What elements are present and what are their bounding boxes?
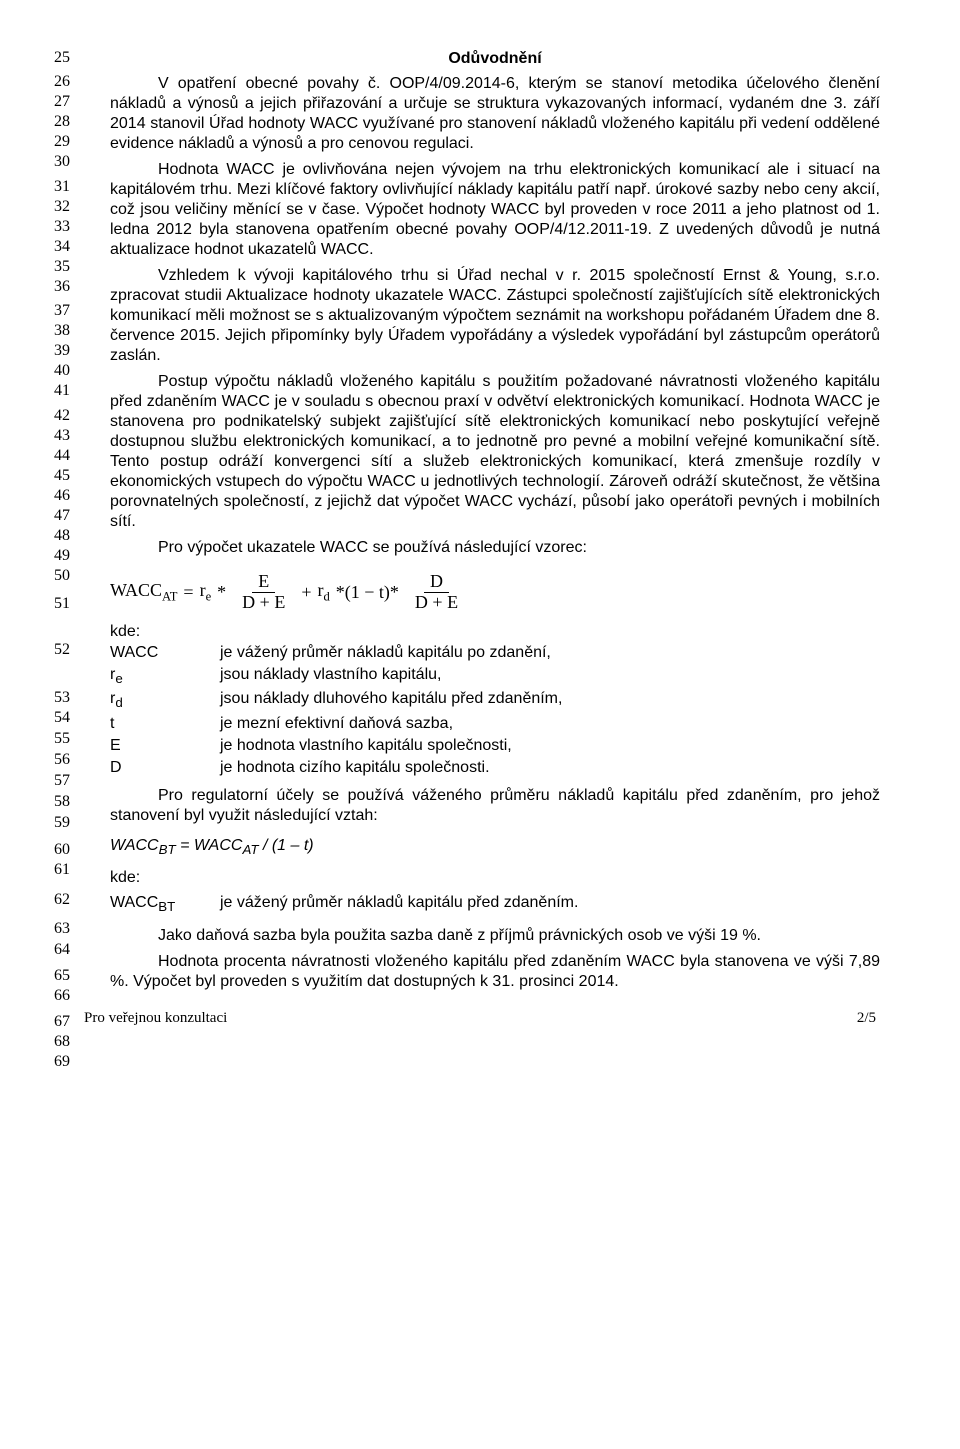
definition-text: je vážený průměr nákladů kapitálu po zda… (220, 643, 880, 663)
definition-row: WACCBT je vážený průměr nákladů kapitálu… (110, 893, 880, 916)
line-number: 49 (40, 548, 70, 564)
definition-text: jsou náklady dluhového kapitálu před zda… (220, 689, 880, 712)
paragraph: Hodnota WACC je ovlivňována nejen vývoje… (110, 160, 880, 260)
line-number: 61 (40, 862, 70, 878)
kde-label-2: kde: (110, 869, 880, 887)
definition-row: WACCje vážený průměr nákladů kapitálu po… (110, 643, 880, 663)
line-number: 38 (40, 323, 70, 339)
line-number: 31 (40, 179, 70, 195)
line-number: 41 (40, 383, 70, 399)
line-number: 54 (40, 710, 70, 726)
definitions-block: kde: WACCje vážený průměr nákladů kapitá… (110, 623, 880, 779)
formula-lhs: WACCAT (110, 580, 177, 605)
line-number: 37 (40, 303, 70, 319)
line-number: 48 (40, 528, 70, 544)
definition-symbol: WACC (110, 643, 220, 663)
line-number: 29 (40, 134, 70, 150)
formula-star: * (217, 582, 226, 603)
line-number: 39 (40, 343, 70, 359)
line-number: 52 (40, 642, 70, 658)
definition-symbol: D (110, 758, 220, 778)
line-number: 59 (40, 815, 70, 831)
line-number: 58 (40, 794, 70, 810)
wacc-bt-formula: WACCBT = WACCAT / (1 – t) (110, 836, 880, 859)
section-title: Odůvodnění (110, 50, 880, 68)
line-number: 45 (40, 468, 70, 484)
paragraph: Jako daňová sazba byla použita sazba dan… (110, 926, 880, 946)
line-number: 30 (40, 154, 70, 170)
wacc-formula: WACCAT = re * E D + E + rd *(1 − t)* D D… (110, 572, 880, 613)
formula-frac2: D D + E (409, 572, 464, 613)
line-number: 62 (40, 892, 70, 908)
line-number: 55 (40, 731, 70, 747)
definition-row: rejsou náklady vlastního kapitálu, (110, 665, 880, 688)
paragraph: Hodnota procenta návratnosti vloženého k… (110, 952, 880, 992)
line-number: 51 (40, 596, 70, 612)
line-number: 68 (40, 1034, 70, 1050)
definition-symbol: E (110, 736, 220, 756)
line-number: 40 (40, 363, 70, 379)
definition-text: je vážený průměr nákladů kapitálu před z… (220, 893, 880, 916)
line-number: 34 (40, 239, 70, 255)
footer-page-number: 2/5 (857, 1010, 876, 1027)
definition-row: rdjsou náklady dluhového kapitálu před z… (110, 689, 880, 712)
line-number: 56 (40, 752, 70, 768)
line-number: 46 (40, 488, 70, 504)
paragraph: V opatření obecné povahy č. OOP/4/09.201… (110, 74, 880, 154)
paragraph: Vzhledem k vývoji kapitálového trhu si Ú… (110, 266, 880, 366)
kde-label: kde: (110, 623, 880, 641)
formula-re: re (200, 580, 212, 605)
line-number: 64 (40, 942, 70, 958)
line-number: 69 (40, 1054, 70, 1070)
definition-text: jsou náklady vlastního kapitálu, (220, 665, 880, 688)
line-number: 60 (40, 842, 70, 858)
line-number: 66 (40, 988, 70, 1004)
line-number: 32 (40, 199, 70, 215)
line-number: 25 (40, 50, 70, 66)
formula-mid: *(1 − t)* (336, 582, 399, 603)
line-number: 33 (40, 219, 70, 235)
line-number: 53 (40, 690, 70, 706)
definition-symbol: re (110, 665, 220, 688)
line-number: 27 (40, 94, 70, 110)
definition-row: tje mezní efektivní daňová sazba, (110, 714, 880, 734)
line-number: 57 (40, 773, 70, 789)
paragraph: Pro výpočet ukazatele WACC se používá ná… (110, 538, 880, 558)
line-number: 65 (40, 968, 70, 984)
line-number: 26 (40, 74, 70, 90)
line-number: 67 (40, 1014, 70, 1030)
definition-row: Eje hodnota vlastního kapitálu společnos… (110, 736, 880, 756)
line-number: 36 (40, 279, 70, 295)
line-number: 50 (40, 568, 70, 584)
line-number: 42 (40, 408, 70, 424)
line-number: 63 (40, 921, 70, 937)
formula-rd: rd (317, 580, 329, 605)
paragraph: Pro regulatorní účely se používá váženéh… (110, 786, 880, 826)
definition-symbol: rd (110, 689, 220, 712)
formula-eq: = (183, 582, 193, 603)
definition-text: je hodnota vlastního kapitálu společnost… (220, 736, 880, 756)
paragraph: Postup výpočtu nákladů vloženého kapitál… (110, 372, 880, 532)
definition-text: je mezní efektivní daňová sazba, (220, 714, 880, 734)
definition-symbol: WACCBT (110, 893, 220, 916)
line-number: 35 (40, 259, 70, 275)
formula-frac1: E D + E (236, 572, 291, 613)
definition-text: je hodnota cizího kapitálu společnosti. (220, 758, 880, 778)
definition-row: Dje hodnota cizího kapitálu společnosti. (110, 758, 880, 778)
page-footer: Pro veřejnou konzultaci 2/5 (80, 1010, 880, 1027)
line-number: 47 (40, 508, 70, 524)
line-number: 43 (40, 428, 70, 444)
line-number: 44 (40, 448, 70, 464)
definition-symbol: t (110, 714, 220, 734)
formula-plus: + (301, 582, 311, 603)
footer-left: Pro veřejnou konzultaci (84, 1010, 227, 1027)
line-number: 28 (40, 114, 70, 130)
